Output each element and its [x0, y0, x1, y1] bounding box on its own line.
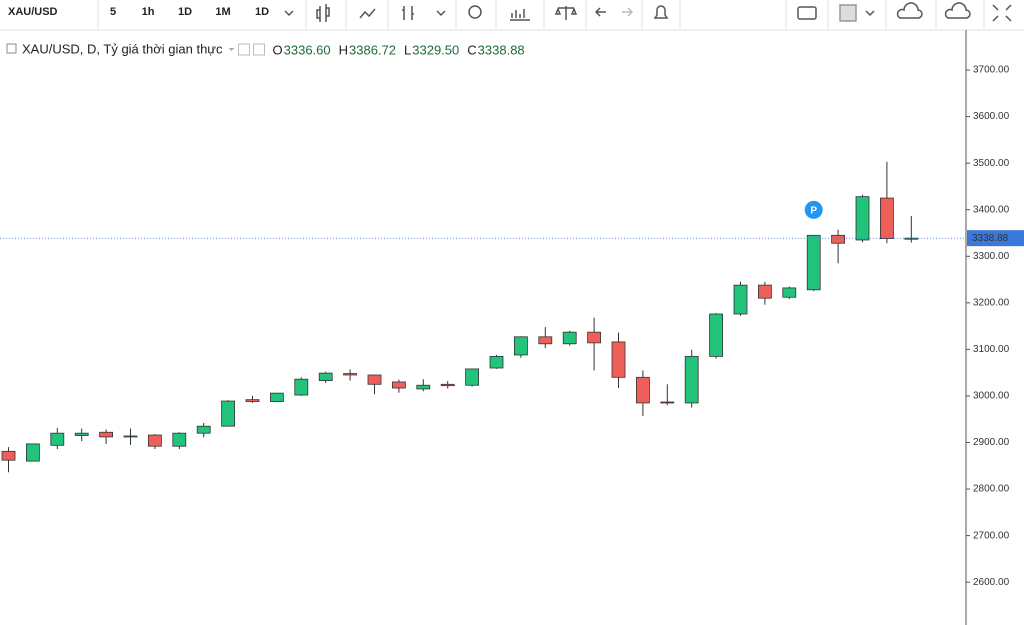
candle-body: [440, 383, 455, 387]
interval-button[interactable]: 1D: [178, 6, 192, 18]
candle-body: [587, 331, 601, 344]
interval-button[interactable]: 1h: [142, 6, 155, 18]
candle-body: [489, 355, 504, 369]
candle-body: [733, 284, 748, 315]
dropdown: [284, 10, 294, 17]
bars-icon[interactable]: [402, 6, 414, 20]
y-tick-label: 2800.00: [973, 484, 1010, 495]
candle-body: [611, 341, 626, 378]
chart-title: XAU/USD, D, Tỷ giá thời gian thực: [22, 41, 223, 56]
compare-icon[interactable]: [510, 9, 530, 21]
candle-body: [709, 313, 723, 357]
interval-button[interactable]: 5: [110, 6, 116, 18]
readout-key: L: [404, 42, 411, 57]
color-icon[interactable]: [839, 4, 857, 22]
readout-value: 3338.88: [478, 42, 525, 57]
y-tick-label: 3400.00: [973, 204, 1010, 215]
candle-body: [1, 450, 16, 461]
candle-body: [269, 392, 284, 402]
undo-icon[interactable]: [594, 7, 606, 17]
interval-button[interactable]: 1D: [255, 6, 269, 18]
eye-icon: [238, 43, 251, 56]
readout-value: 3329.50: [412, 42, 459, 57]
symbol[interactable]: XAU/USD: [8, 6, 58, 18]
candle-body: [172, 432, 187, 447]
toolbar-icons: [316, 2, 1012, 22]
readout-value: 3336.60: [284, 42, 331, 57]
last-price-label: 3338.88: [972, 233, 1009, 244]
candle-body: [318, 372, 333, 381]
candle-body: [147, 434, 162, 447]
y-tick-label: 2600.00: [973, 577, 1010, 588]
y-tick-label: 3500.00: [973, 158, 1010, 169]
interval-button[interactable]: 1M: [215, 6, 230, 18]
candle-body: [831, 234, 845, 244]
candles-icon[interactable]: [316, 4, 330, 22]
candle-body: [855, 196, 870, 241]
y-tick-label: 3700.00: [973, 65, 1010, 76]
readout-key: O: [273, 42, 283, 57]
redo-icon[interactable]: [622, 7, 634, 17]
y-tick-label: 3100.00: [973, 344, 1010, 355]
dropdown[interactable]: [436, 10, 446, 17]
candle-body: [391, 381, 406, 389]
y-tick-label: 3300.00: [973, 251, 1010, 262]
candle-body: [25, 443, 40, 462]
candle-body: [514, 336, 528, 356]
toolbar-separators: [97, 0, 985, 30]
dropdown[interactable]: [865, 10, 875, 17]
candle-body: [806, 234, 821, 291]
readout-value: 3386.72: [349, 42, 396, 57]
ohlc-readout: O 3336.60 H 3386.72 L 3329.50 C 3338.88: [273, 42, 525, 57]
marker: [804, 200, 823, 219]
candle-body: [465, 368, 480, 386]
snapshot-icon[interactable]: [797, 6, 817, 20]
candle-body: [758, 284, 772, 299]
collapse-icon[interactable]: [6, 43, 17, 54]
candle-body: [904, 237, 919, 240]
candle-body: [684, 355, 699, 404]
candle-body: [50, 432, 65, 446]
candle-body: [245, 399, 260, 402]
candle-body: [562, 331, 577, 345]
last-price-tag: [967, 230, 1024, 247]
y-tick-label: 3200.00: [973, 297, 1010, 308]
candle-body: [74, 432, 89, 436]
candle-body: [416, 384, 431, 390]
alert-icon[interactable]: [653, 5, 669, 19]
readout-key: H: [339, 42, 348, 57]
candle-body: [636, 376, 650, 404]
indicator-icon[interactable]: [359, 8, 376, 19]
candle-body: [123, 435, 138, 438]
settings-icon[interactable]: [468, 5, 482, 19]
candle-body: [196, 425, 211, 434]
candle-body: [367, 374, 382, 385]
candle-body: [538, 336, 553, 345]
candle-body: [660, 401, 675, 404]
fullscreen-icon[interactable]: [992, 4, 1012, 22]
y-tick-label: 2900.00: [973, 437, 1010, 448]
scale-icon[interactable]: [554, 6, 578, 20]
save-icon[interactable]: [944, 2, 971, 19]
marker-label: P: [810, 205, 817, 216]
candle-body: [880, 197, 894, 239]
settings-icon: [253, 43, 266, 56]
title-dropdown: [228, 48, 235, 51]
candle-body: [343, 373, 358, 376]
y-tick-label: 3600.00: [973, 111, 1010, 122]
y-tick-label: 2700.00: [973, 530, 1010, 541]
load-icon[interactable]: [896, 2, 923, 19]
y-tick-label: 3000.00: [973, 391, 1010, 402]
candle-body: [294, 378, 309, 396]
candle-body: [782, 287, 797, 298]
candle-body: [99, 431, 113, 438]
readout-key: C: [467, 42, 476, 57]
candle-body: [221, 400, 236, 427]
